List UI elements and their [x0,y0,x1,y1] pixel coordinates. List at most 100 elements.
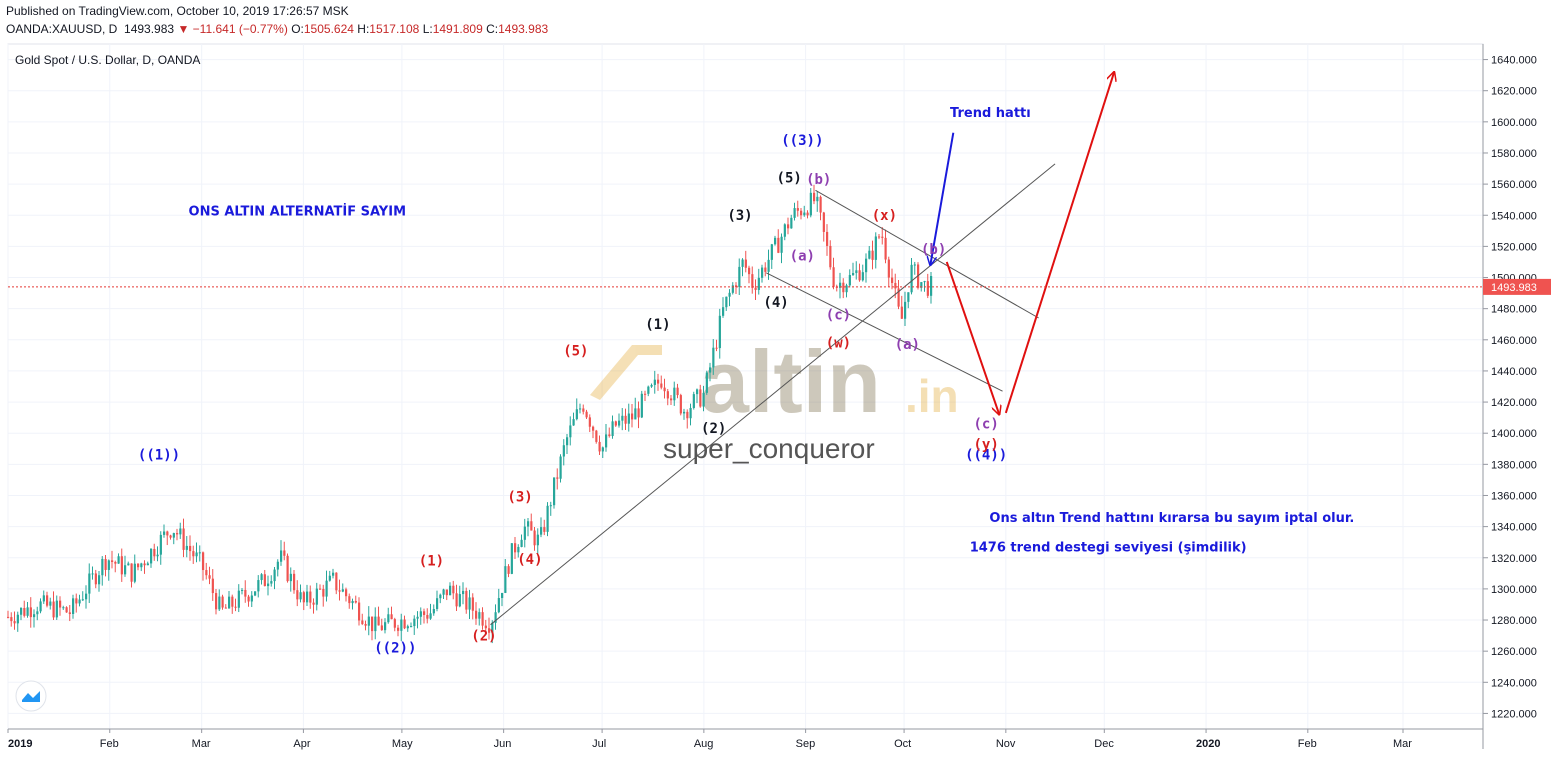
watermark-logo-suffix: .in [905,370,959,422]
watermark: altin .in [590,332,959,431]
wave-label: (2) [701,421,726,437]
candle-body [471,597,474,611]
candle-body [598,441,601,452]
wave-label: (c) [826,308,851,324]
y-tick-label: 1280.000 [1491,615,1537,627]
wave-label: (w) [826,336,851,352]
published-caption: Published on TradingView.com, October 10… [6,4,349,18]
y-tick-label: 1580.000 [1491,148,1537,160]
candle-body [787,224,790,229]
candle-body [696,389,699,395]
candle-body [543,527,546,532]
candle-body [848,274,851,286]
candle-body [107,560,110,570]
candle-body [195,552,198,557]
candle-body [556,477,559,479]
candle-body [98,575,101,585]
candle-body [65,607,68,613]
candle-body [94,573,97,585]
candle-body [166,531,169,536]
candle-body [55,600,58,618]
candle-body [20,607,23,615]
candle-body [510,543,513,574]
candle-body [302,592,305,603]
candle-body [153,548,156,557]
symbol-name[interactable]: OANDA:XAUUSD, D [6,22,118,36]
candle-body [517,546,520,553]
candle-body [156,554,159,557]
candle-body [458,594,461,607]
candle-body [504,566,507,593]
forecast-arrow [945,261,1000,415]
wave-label: (4) [763,295,788,311]
candle-body [738,266,741,287]
candle-body [380,625,383,631]
open-label: O: [291,22,304,36]
candle-body [400,619,403,631]
candle-body [887,259,890,278]
candle-body [59,600,62,608]
y-tick-label: 1520.000 [1491,241,1537,253]
trend-line-support [490,163,1056,626]
candle-body [640,393,643,418]
candle-body [829,245,832,268]
candle-body [660,383,663,388]
candle-body [111,560,114,562]
candle-body [387,614,390,623]
candle-body [507,566,510,574]
candle-body [250,595,253,602]
candle-body [455,593,458,607]
candle-body [426,614,429,619]
candle-body [501,592,504,599]
candle-body [624,415,627,424]
candle-body [192,551,195,557]
candle-body [371,616,374,632]
candle-body [335,572,338,591]
candle-body [692,394,695,408]
candle-body [172,533,175,538]
wave-label: (y) [973,437,998,453]
candle-body [179,528,182,535]
candle-body [530,521,533,531]
candle-body [85,593,88,600]
candle-body [202,552,205,571]
candle-body [842,282,845,293]
last-price: 1493.983 [124,22,175,36]
candle-body [761,267,764,278]
wave-label: ((4)) [965,448,1007,464]
candle-body [546,505,549,532]
candle-body [176,533,179,535]
candle-body [832,267,835,287]
wave-label: (x) [872,208,897,224]
tradingview-logo[interactable] [15,680,47,712]
candle-body [657,379,660,384]
y-tick-label: 1300.000 [1491,584,1537,596]
candle-body [211,578,214,594]
candle-body [874,236,877,260]
candle-body [345,589,348,597]
candle-body [637,408,640,418]
candle-body [803,212,806,216]
wave-label: (4) [517,552,542,568]
candle-body [575,409,578,420]
candle-body [569,425,572,438]
candle-body [588,417,591,427]
last-price-label: 1493.983 [1491,282,1537,294]
candle-body [358,602,361,621]
candle-body [439,594,442,599]
candle-body [432,609,435,614]
low-label: L: [422,22,433,36]
candle-body [777,237,780,253]
chart-grid [7,43,1484,730]
candle-body [413,618,416,627]
candle-body [536,534,539,546]
candle-body [120,556,123,575]
candle-body [728,292,731,297]
candle-body [686,411,689,419]
candle-body [644,393,647,395]
x-tick-label: Sep [796,738,816,750]
y-tick-label: 1400.000 [1491,428,1537,440]
candle-body [169,535,172,538]
candle-body [634,408,637,420]
